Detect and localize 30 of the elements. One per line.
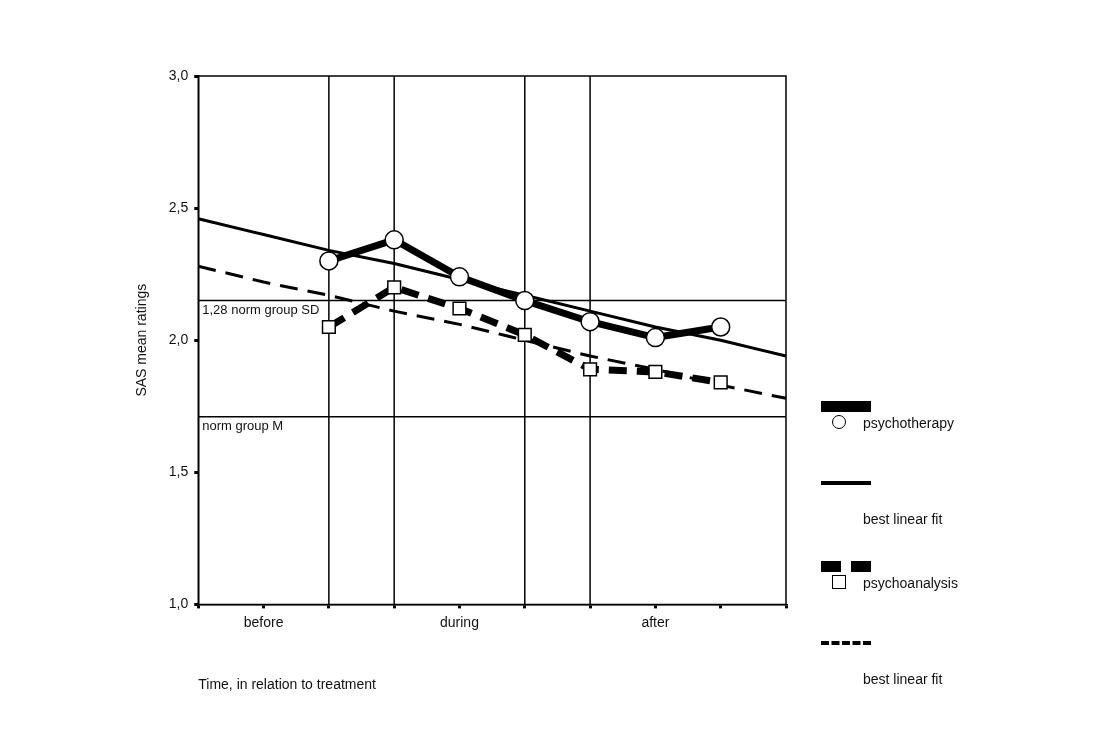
point [384,230,404,250]
point [515,290,535,311]
y-tick-label: 1,0 [168,595,189,612]
x-axis-title: Time, in relation to treatment [198,676,377,693]
text: best linear fit [863,511,943,527]
point [645,327,666,348]
ref-line-label: 1,28 norm group SD [202,301,320,317]
point [452,301,467,316]
x-tick-label: after [641,613,670,630]
point [449,267,470,287]
text: best linear fit [863,671,943,687]
point [582,362,598,377]
point [321,319,336,335]
point [319,251,339,271]
y-tick-label: 1,5 [168,463,189,480]
x-tick-label: before [243,613,284,630]
point [580,311,600,332]
y-tick-label: 2,0 [168,331,189,348]
point [387,280,402,295]
point [517,327,532,343]
ref-line-label: norm group M [202,417,284,433]
x-tick-label: during [440,613,479,630]
point [710,317,731,337]
y-tick-label: 2,5 [168,198,189,215]
legend-label: psychotherapy [863,415,955,431]
legend-label: psychoanalysis [863,575,958,591]
point [713,375,728,390]
y-tick-label: 3,0 [168,66,189,83]
y-axis-title: SAS mean ratings [133,283,150,397]
point [648,364,663,380]
